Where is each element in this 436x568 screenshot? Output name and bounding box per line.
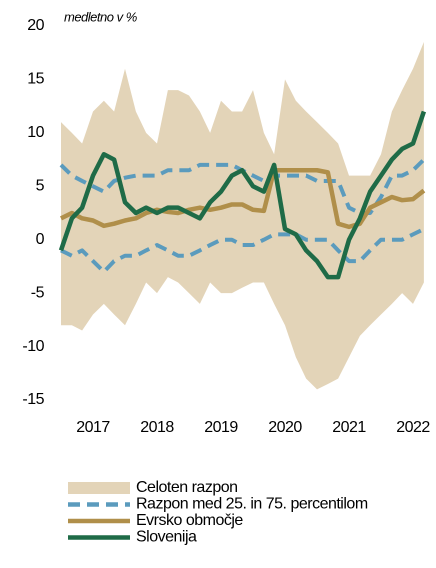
series-line: [58, 110, 427, 280]
y-tick-label: 20: [27, 17, 44, 34]
y-tick-label: -10: [22, 338, 44, 355]
x-tick-label: 2021: [332, 419, 366, 436]
range-area: [61, 42, 424, 390]
series-line: [60, 227, 425, 274]
x-tick-label: 2018: [140, 419, 174, 436]
series-line: [60, 168, 426, 230]
legend-label: Evrsko območje: [136, 512, 243, 529]
x-tick-label: 2019: [204, 419, 238, 436]
chart-subtitle: medletno v %: [64, 9, 137, 24]
y-tick-label: 5: [36, 178, 45, 195]
legend-swatch: [68, 482, 130, 494]
y-tick-label: -5: [31, 284, 45, 301]
x-tick-label: 2020: [268, 419, 302, 436]
y-tick-label: 15: [27, 71, 44, 88]
y-tick-label: 10: [27, 124, 44, 141]
x-tick-label: 2022: [396, 419, 430, 436]
x-tick-label: 2017: [76, 419, 110, 436]
legend-label: Celoten razpon: [136, 479, 238, 496]
y-tick-label: -15: [22, 391, 44, 408]
legend-label: Slovenija: [136, 529, 197, 546]
legend-label: Razpon med 25. in 75. percentilom: [136, 496, 368, 513]
y-tick-label: 0: [36, 231, 45, 248]
